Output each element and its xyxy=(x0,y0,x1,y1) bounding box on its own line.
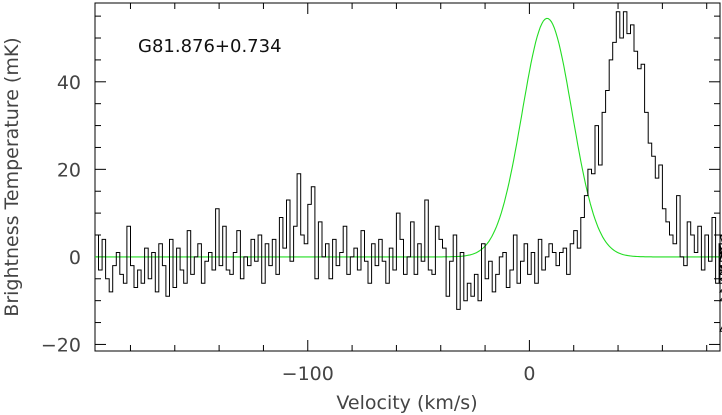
x-tick-label: −100 xyxy=(282,363,334,385)
y-tick-label: −20 xyxy=(41,334,81,356)
x-tick-label: 0 xyxy=(523,363,535,385)
y-tick-label: 0 xyxy=(69,247,81,269)
y-axis-label: Brightness Temperature (mK) xyxy=(1,37,23,316)
spectrum-step-line xyxy=(95,11,722,332)
x-tick-labels: −100 0 xyxy=(282,363,536,385)
source-annotation: G81.876+0.734 xyxy=(138,36,282,57)
y-tick-labels: −20 0 20 40 xyxy=(41,72,81,357)
plot-frame xyxy=(94,2,721,352)
y-tick-label: 20 xyxy=(57,159,81,181)
y-tick-label: 40 xyxy=(57,72,81,94)
x-axis-label: Velocity (km/s) xyxy=(336,392,477,414)
